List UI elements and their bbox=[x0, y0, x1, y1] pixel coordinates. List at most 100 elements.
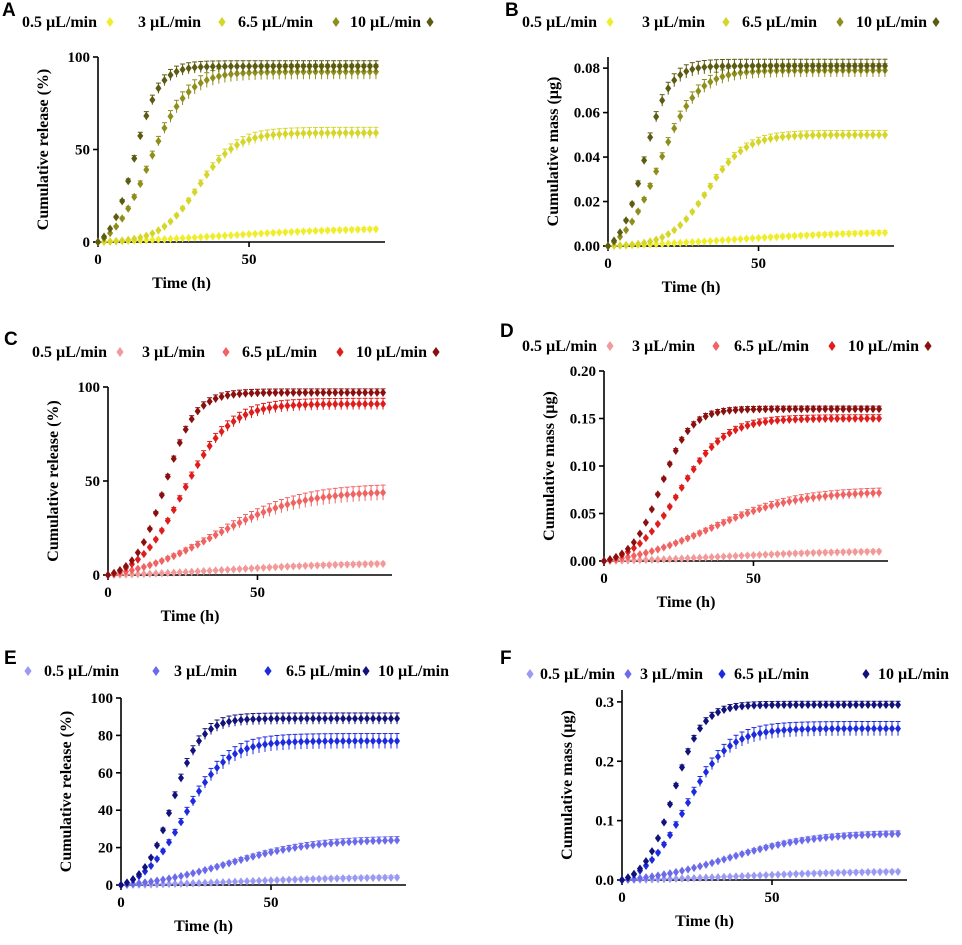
data-point bbox=[672, 538, 679, 548]
data-point bbox=[647, 237, 654, 246]
data-point bbox=[702, 716, 710, 726]
data-point bbox=[660, 870, 668, 879]
series-2 bbox=[618, 720, 902, 885]
data-point bbox=[779, 232, 786, 241]
data-point bbox=[288, 67, 295, 77]
data-point bbox=[822, 868, 830, 878]
data-point bbox=[798, 725, 806, 734]
data-point bbox=[665, 229, 672, 239]
data-point bbox=[237, 715, 245, 725]
data-point bbox=[713, 62, 720, 71]
data-point bbox=[852, 404, 859, 414]
data-point bbox=[209, 162, 216, 172]
data-point bbox=[822, 548, 829, 557]
data-point bbox=[233, 230, 240, 240]
data-point bbox=[261, 714, 269, 724]
data-point bbox=[387, 736, 395, 746]
data-point bbox=[672, 867, 680, 877]
data-point bbox=[182, 567, 189, 577]
data-point bbox=[254, 510, 261, 519]
data-point bbox=[195, 878, 203, 888]
data-point bbox=[617, 232, 624, 241]
data-point bbox=[255, 714, 263, 724]
data-point bbox=[224, 565, 231, 574]
data-point bbox=[342, 62, 349, 71]
data-point bbox=[218, 392, 225, 401]
data-point bbox=[153, 876, 161, 885]
data-point bbox=[113, 222, 120, 231]
data-point bbox=[797, 131, 804, 140]
data-point bbox=[134, 548, 141, 557]
data-point bbox=[252, 133, 259, 143]
data-point bbox=[239, 62, 247, 71]
data-point bbox=[870, 547, 877, 556]
data-point bbox=[393, 736, 401, 746]
data-point bbox=[246, 230, 253, 239]
data-point bbox=[309, 737, 317, 746]
series-3 bbox=[117, 712, 401, 890]
data-point bbox=[792, 837, 800, 846]
legend-marker-2 bbox=[336, 347, 344, 357]
data-point bbox=[696, 777, 704, 786]
series-1 bbox=[94, 126, 379, 247]
data-point bbox=[768, 404, 775, 414]
data-point bbox=[749, 61, 756, 71]
data-point bbox=[666, 830, 674, 840]
data-point bbox=[153, 841, 161, 850]
data-point bbox=[857, 130, 864, 140]
data-point bbox=[659, 239, 666, 248]
data-point bbox=[696, 873, 704, 883]
data-point bbox=[828, 414, 835, 423]
data-point bbox=[882, 724, 890, 733]
data-point bbox=[689, 93, 696, 103]
data-point bbox=[189, 746, 197, 755]
data-point bbox=[294, 227, 301, 236]
data-point bbox=[869, 61, 876, 71]
data-point bbox=[197, 62, 204, 72]
data-point bbox=[387, 714, 395, 723]
x-axis-title: Time (h) bbox=[662, 279, 721, 296]
data-point bbox=[182, 546, 189, 555]
data-point bbox=[714, 521, 721, 530]
data-point bbox=[303, 714, 311, 723]
data-point bbox=[876, 488, 883, 498]
data-point bbox=[213, 721, 221, 730]
data-point bbox=[264, 67, 271, 77]
data-point bbox=[345, 837, 353, 847]
data-point bbox=[278, 501, 285, 511]
data-point bbox=[719, 236, 726, 245]
data-point bbox=[870, 404, 877, 414]
data-point bbox=[701, 81, 708, 91]
data-point bbox=[147, 877, 155, 886]
data-point bbox=[381, 736, 389, 746]
data-point bbox=[834, 832, 842, 841]
data-point bbox=[876, 414, 883, 423]
data-point bbox=[738, 551, 745, 560]
data-point bbox=[344, 560, 351, 569]
data-point bbox=[380, 488, 387, 497]
data-point bbox=[203, 62, 210, 71]
series-2 bbox=[117, 733, 401, 890]
data-point bbox=[356, 388, 363, 397]
data-point bbox=[714, 552, 721, 562]
data-point bbox=[828, 491, 835, 500]
data-point bbox=[218, 527, 225, 537]
data-point bbox=[231, 749, 239, 759]
data-point bbox=[200, 450, 207, 460]
data-point bbox=[375, 836, 383, 845]
data-point bbox=[171, 879, 179, 889]
data-point bbox=[762, 843, 770, 852]
data-point bbox=[221, 231, 228, 240]
data-point bbox=[312, 62, 319, 71]
legend-label-0: 0.5 µL/min bbox=[32, 344, 107, 361]
data-point bbox=[816, 414, 823, 424]
data-point bbox=[141, 863, 149, 872]
data-point bbox=[822, 833, 830, 842]
data-point bbox=[338, 560, 345, 569]
series-2 bbox=[104, 397, 387, 580]
data-point bbox=[393, 873, 401, 882]
data-point bbox=[852, 724, 860, 733]
data-point bbox=[642, 873, 650, 882]
data-point bbox=[653, 235, 660, 244]
